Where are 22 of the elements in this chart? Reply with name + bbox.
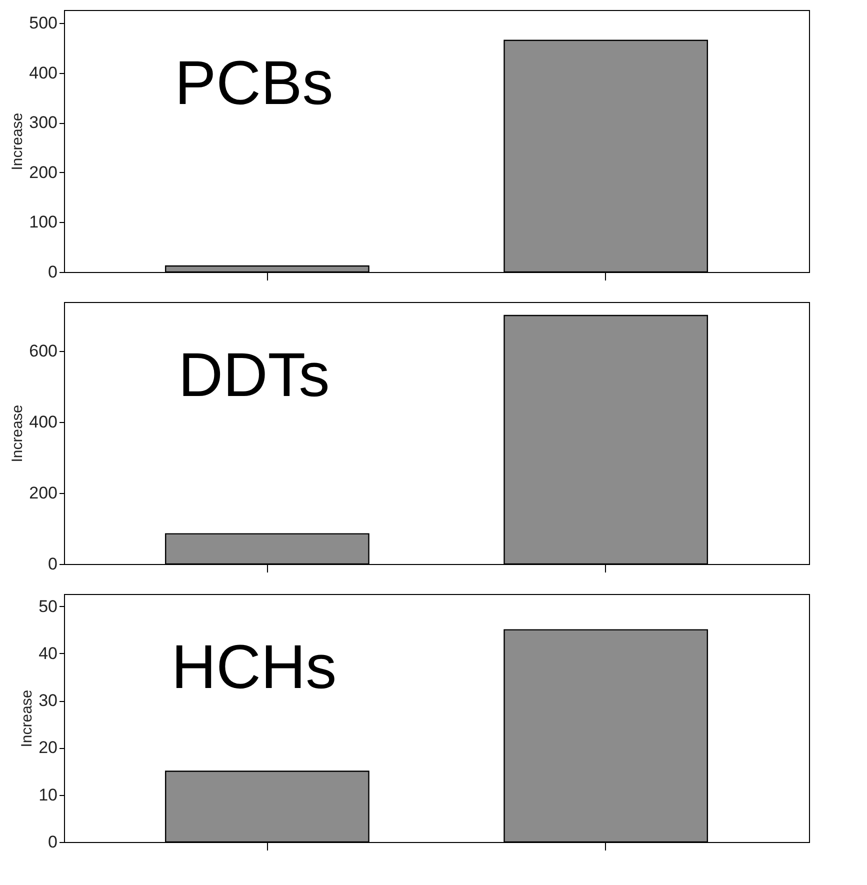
y-axis-title: Increase <box>18 690 36 748</box>
y-tick-label: 30 <box>38 691 58 710</box>
y-tick-label: 200 <box>29 483 58 502</box>
y-tick-label: 200 <box>29 162 58 182</box>
y-tick-label: 40 <box>38 644 58 663</box>
y-tick-label: 500 <box>29 13 58 32</box>
y-tick-label: 20 <box>38 738 58 758</box>
y-tick-label: 50 <box>38 596 58 616</box>
y-tick-label: 600 <box>29 341 58 360</box>
annotation: PCBs <box>174 49 334 118</box>
y-tick-label: 300 <box>29 113 58 132</box>
y-tick-label: 400 <box>29 63 58 82</box>
y-axis-title: Increase <box>9 404 26 462</box>
y-tick-label: 0 <box>48 832 58 852</box>
y-tick-label: 0 <box>48 554 58 574</box>
y-axis-title: Increase <box>9 112 26 170</box>
y-tick-label: 400 <box>29 412 58 432</box>
annotation: HCHs <box>171 633 337 702</box>
y-tick-label: 10 <box>38 785 58 804</box>
annotation: DDTs <box>178 341 330 410</box>
y-tick-label: 0 <box>48 262 58 282</box>
y-tick-label: 100 <box>29 212 58 232</box>
